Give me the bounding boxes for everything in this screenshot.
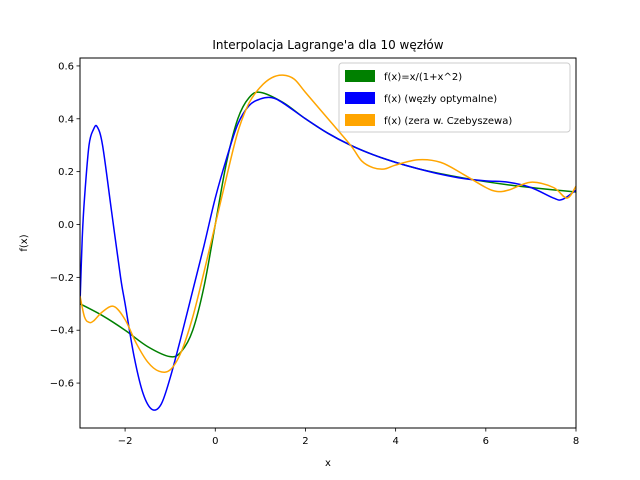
legend-label-0: f(x)=x/(1+x^2) [384,72,462,83]
y-tick-label: 0.6 [58,61,74,72]
x-tick-label: 2 [302,436,308,447]
plot-frame [79,57,577,429]
legend-swatch-1 [345,92,375,104]
x-axis: −2 0 2 4 6 8 [118,428,579,447]
legend-frame [338,62,571,133]
series-line-2 [80,74,576,374]
legend-swatch-0 [345,70,375,82]
y-tick-label: 0.4 [58,114,74,125]
chart-title: Interpolacja Lagrange'a dla 10 węzłów [212,38,443,52]
legend-label-2: f(x) (zera w. Czebyszewa) [384,116,512,127]
legend: f(x)=x/(1+x^2) f(x) (węzły optymalne) f(x)… [338,62,571,133]
y-tick-label: −0.6 [50,379,74,390]
y-tick-label: −0.4 [50,326,74,337]
legend-label-1: f(x) (węzły optymalne) [384,94,497,105]
x-tick-label: 0 [212,436,218,447]
x-tick-label: 6 [483,436,489,447]
y-tick-label: 0.0 [58,220,74,231]
legend-swatch-2 [345,114,375,126]
x-axis-label: x [325,458,331,469]
x-tick-label: −2 [118,436,133,447]
y-tick-label: −0.2 [50,273,74,284]
y-tick-label: 0.2 [58,167,74,178]
x-tick-label: 4 [392,436,398,447]
series-layer [80,74,576,411]
y-axis-label: f(x) [19,234,30,251]
y-axis: −0.6 −0.4 −0.2 0.0 0.2 0.4 0.6 [50,61,80,390]
series-line-1 [80,96,576,411]
x-tick-label: 8 [573,436,579,447]
